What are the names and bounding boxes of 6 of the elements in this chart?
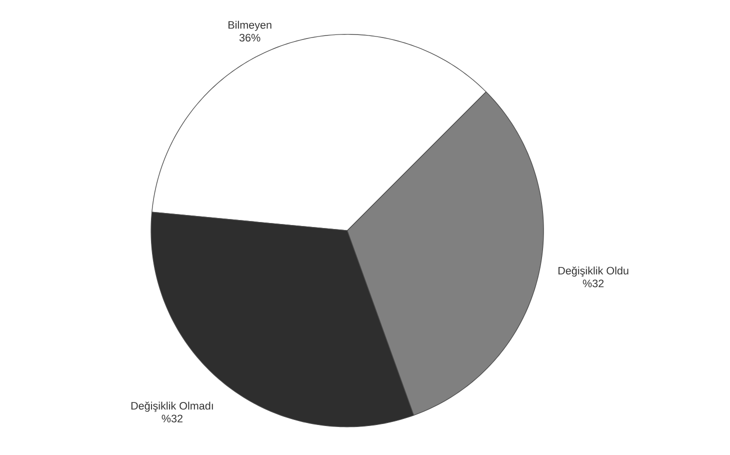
slice-label: Bilmeyen [228,20,272,31]
slice-label: Değişiklik Olmadı [131,401,213,412]
data-label: 36% [239,34,260,42]
slice-label: Değişiklik Oldu [558,266,628,277]
data-label: %32 [582,279,604,288]
data-label: %32 [162,414,182,422]
